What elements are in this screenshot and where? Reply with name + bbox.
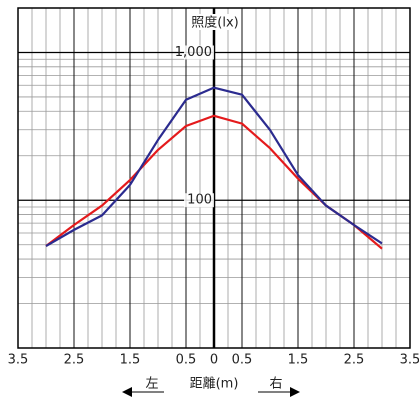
x-axis-label: 距離(m) bbox=[190, 377, 239, 392]
y-label-bg bbox=[190, 14, 240, 30]
right-arrow-head bbox=[290, 387, 300, 397]
right-label: 右 bbox=[269, 377, 282, 392]
x-tick-label: 0.5 bbox=[232, 353, 253, 368]
x-tick-label: 0 bbox=[210, 353, 218, 368]
x-tick-label: 1.5 bbox=[288, 353, 309, 368]
left-label: 左 bbox=[145, 377, 158, 392]
x-tick-label: 3.5 bbox=[400, 353, 419, 368]
x-tick-label: 1.5 bbox=[120, 353, 141, 368]
tick-label-bg bbox=[184, 45, 214, 60]
y-tick-label: 1,000 bbox=[175, 45, 212, 60]
x-tick-label: 3.5 bbox=[8, 353, 29, 368]
x-tick-label: 0.5 bbox=[176, 353, 197, 368]
y-axis-label: 照度(lx) bbox=[191, 15, 238, 31]
plot-border bbox=[17, 7, 411, 349]
left-arrow-head bbox=[122, 387, 132, 397]
y-tick-label: 100 bbox=[187, 193, 212, 208]
x-tick-label: 2.5 bbox=[64, 353, 85, 368]
tick-label-bg bbox=[184, 193, 214, 208]
x-tick-label: 2.5 bbox=[344, 353, 365, 368]
series-line bbox=[45, 86, 383, 247]
